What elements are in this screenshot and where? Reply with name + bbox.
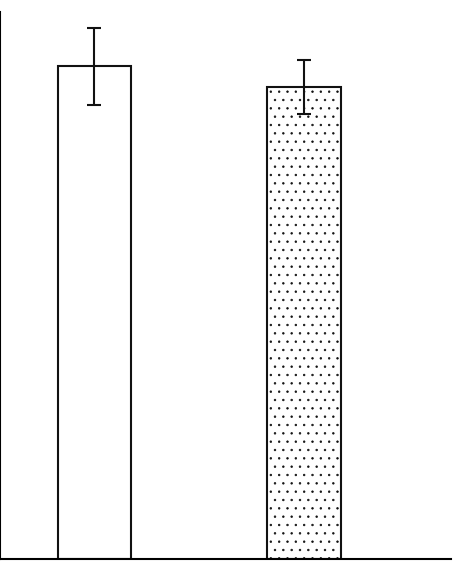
Bar [267, 87, 340, 559]
Bar [57, 66, 131, 559]
